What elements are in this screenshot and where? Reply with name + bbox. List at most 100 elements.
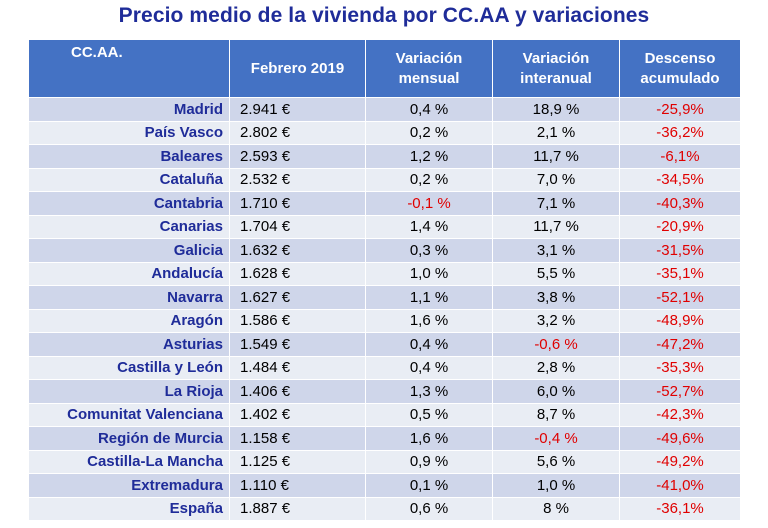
accumulated-decline-cell: -48,9% bbox=[619, 308, 741, 333]
price-cell: 1.704 € bbox=[229, 214, 366, 239]
region-cell: Cataluña bbox=[28, 167, 230, 192]
table-row: Navarra 1.627 €1,1 % 3,8 % -52,1% bbox=[28, 285, 741, 310]
price-cell: 1.158 € bbox=[229, 426, 366, 451]
price-cell: 1.402 € bbox=[229, 402, 366, 427]
accumulated-decline-cell: -25,9% bbox=[619, 97, 741, 122]
monthly-variation-cell: 0,1 % bbox=[365, 473, 493, 498]
price-cell: 1.406 € bbox=[229, 379, 366, 404]
price-cell: 1.632 € bbox=[229, 238, 366, 263]
page-title: Precio medio de la vivienda por CC.AA y … bbox=[118, 4, 650, 27]
price-cell: 2.802 € bbox=[229, 120, 366, 145]
region-cell: País Vasco bbox=[28, 120, 230, 145]
accumulated-decline-cell: -6,1% bbox=[619, 144, 741, 169]
price-cell: 1.110 € bbox=[229, 473, 366, 498]
region-cell: La Rioja bbox=[28, 379, 230, 404]
header-price: Febrero 2019 bbox=[229, 39, 366, 98]
accumulated-decline-cell: -31,5% bbox=[619, 238, 741, 263]
table-row: España 1.887 €0,6 % 8 % -36,1% bbox=[28, 496, 741, 521]
region-cell: Castilla y León bbox=[28, 355, 230, 380]
region-cell: Canarias bbox=[28, 214, 230, 239]
region-cell: Aragón bbox=[28, 308, 230, 333]
table-row: Extremadura 1.110 €0,1 % 1,0 % -41,0% bbox=[28, 473, 741, 498]
header-region: CC.AA. bbox=[28, 39, 230, 98]
yearly-variation-cell: -0,6 % bbox=[492, 332, 620, 357]
region-cell: Galicia bbox=[28, 238, 230, 263]
accumulated-decline-cell: -42,3% bbox=[619, 402, 741, 427]
yearly-variation-cell: 5,6 % bbox=[492, 449, 620, 474]
monthly-variation-cell: -0,1 % bbox=[365, 191, 493, 216]
price-cell: 2.593 € bbox=[229, 144, 366, 169]
region-cell: Extremadura bbox=[28, 473, 230, 498]
yearly-variation-cell: 2,8 % bbox=[492, 355, 620, 380]
table-row: Andalucía 1.628 €1,0 % 5,5 % -35,1% bbox=[28, 261, 741, 286]
table-row: Canarias 1.704 €1,4 % 11,7 % -20,9% bbox=[28, 214, 741, 239]
region-cell: Asturias bbox=[28, 332, 230, 357]
accumulated-decline-cell: -36,1% bbox=[619, 496, 741, 521]
monthly-variation-cell: 1,6 % bbox=[365, 426, 493, 451]
table-row: Comunitat Valenciana 1.402 €0,5 % 8,7 % -42… bbox=[28, 402, 741, 427]
monthly-variation-cell: 0,2 % bbox=[365, 120, 493, 145]
header-accumulated-decline: Descenso acumulado bbox=[619, 39, 741, 98]
yearly-variation-cell: -0,4 % bbox=[492, 426, 620, 451]
yearly-variation-cell: 2,1 % bbox=[492, 120, 620, 145]
table-row: Cataluña 2.532 €0,2 % 7,0 % -34,5% bbox=[28, 167, 741, 192]
accumulated-decline-cell: -40,3% bbox=[619, 191, 741, 216]
accumulated-decline-cell: -52,1% bbox=[619, 285, 741, 310]
monthly-variation-cell: 1,1 % bbox=[365, 285, 493, 310]
price-cell: 1.628 € bbox=[229, 261, 366, 286]
accumulated-decline-cell: -49,2% bbox=[619, 449, 741, 474]
monthly-variation-cell: 1,0 % bbox=[365, 261, 493, 286]
table-row: Castilla-La Mancha 1.125 €0,9 % 5,6 % -49,2… bbox=[28, 449, 741, 474]
monthly-variation-cell: 0,2 % bbox=[365, 167, 493, 192]
region-cell: Madrid bbox=[28, 97, 230, 122]
accumulated-decline-cell: -34,5% bbox=[619, 167, 741, 192]
monthly-variation-cell: 1,6 % bbox=[365, 308, 493, 333]
accumulated-decline-cell: -20,9% bbox=[619, 214, 741, 239]
monthly-variation-cell: 0,6 % bbox=[365, 496, 493, 521]
price-cell: 2.532 € bbox=[229, 167, 366, 192]
accumulated-decline-cell: -52,7% bbox=[619, 379, 741, 404]
accumulated-decline-cell: -49,6% bbox=[619, 426, 741, 451]
region-cell: Cantabria bbox=[28, 191, 230, 216]
price-table: CC.AA. Febrero 2019 Variación mensual Va… bbox=[28, 39, 741, 521]
monthly-variation-cell: 1,3 % bbox=[365, 379, 493, 404]
yearly-variation-cell: 8 % bbox=[492, 496, 620, 521]
accumulated-decline-cell: -47,2% bbox=[619, 332, 741, 357]
table-row: Galicia 1.632 €0,3 % 3,1 % -31,5% bbox=[28, 238, 741, 263]
table-row: Región de Murcia 1.158 €1,6 % -0,4 % -49,6% bbox=[28, 426, 741, 451]
table-row: Castilla y León 1.484 €0,4 % 2,8 % -35,3% bbox=[28, 355, 741, 380]
price-cell: 1.484 € bbox=[229, 355, 366, 380]
yearly-variation-cell: 7,1 % bbox=[492, 191, 620, 216]
monthly-variation-cell: 1,4 % bbox=[365, 214, 493, 239]
monthly-variation-cell: 0,3 % bbox=[365, 238, 493, 263]
monthly-variation-cell: 0,4 % bbox=[365, 355, 493, 380]
yearly-variation-cell: 5,5 % bbox=[492, 261, 620, 286]
table-body: Madrid 2.941 €0,4 % 18,9 % -25,9% País Vasco… bbox=[28, 97, 741, 521]
price-cell: 1.887 € bbox=[229, 496, 366, 521]
region-cell: Comunitat Valenciana bbox=[28, 402, 230, 427]
region-cell: Baleares bbox=[28, 144, 230, 169]
monthly-variation-cell: 0,4 % bbox=[365, 332, 493, 357]
yearly-variation-cell: 7,0 % bbox=[492, 167, 620, 192]
table-header-row: CC.AA. Febrero 2019 Variación mensual Va… bbox=[28, 39, 741, 98]
monthly-variation-cell: 0,9 % bbox=[365, 449, 493, 474]
table-row: País Vasco 2.802 €0,2 % 2,1 % -36,2% bbox=[28, 120, 741, 145]
table-row: La Rioja 1.406 €1,3 % 6,0 % -52,7% bbox=[28, 379, 741, 404]
header-yearly-variation: Variación interanual bbox=[492, 39, 620, 98]
table-row: Baleares 2.593 €1,2 % 11,7 % -6,1% bbox=[28, 144, 741, 169]
table-row: Madrid 2.941 €0,4 % 18,9 % -25,9% bbox=[28, 97, 741, 122]
yearly-variation-cell: 6,0 % bbox=[492, 379, 620, 404]
yearly-variation-cell: 8,7 % bbox=[492, 402, 620, 427]
region-cell: Andalucía bbox=[28, 261, 230, 286]
header-monthly-variation: Variación mensual bbox=[365, 39, 493, 98]
yearly-variation-cell: 11,7 % bbox=[492, 214, 620, 239]
price-cell: 1.627 € bbox=[229, 285, 366, 310]
yearly-variation-cell: 11,7 % bbox=[492, 144, 620, 169]
accumulated-decline-cell: -41,0% bbox=[619, 473, 741, 498]
accumulated-decline-cell: -35,3% bbox=[619, 355, 741, 380]
price-cell: 1.549 € bbox=[229, 332, 366, 357]
monthly-variation-cell: 1,2 % bbox=[365, 144, 493, 169]
table-row: Asturias 1.549 €0,4 % -0,6 % -47,2% bbox=[28, 332, 741, 357]
region-cell: Castilla-La Mancha bbox=[28, 449, 230, 474]
table-row: Aragón 1.586 €1,6 % 3,2 % -48,9% bbox=[28, 308, 741, 333]
